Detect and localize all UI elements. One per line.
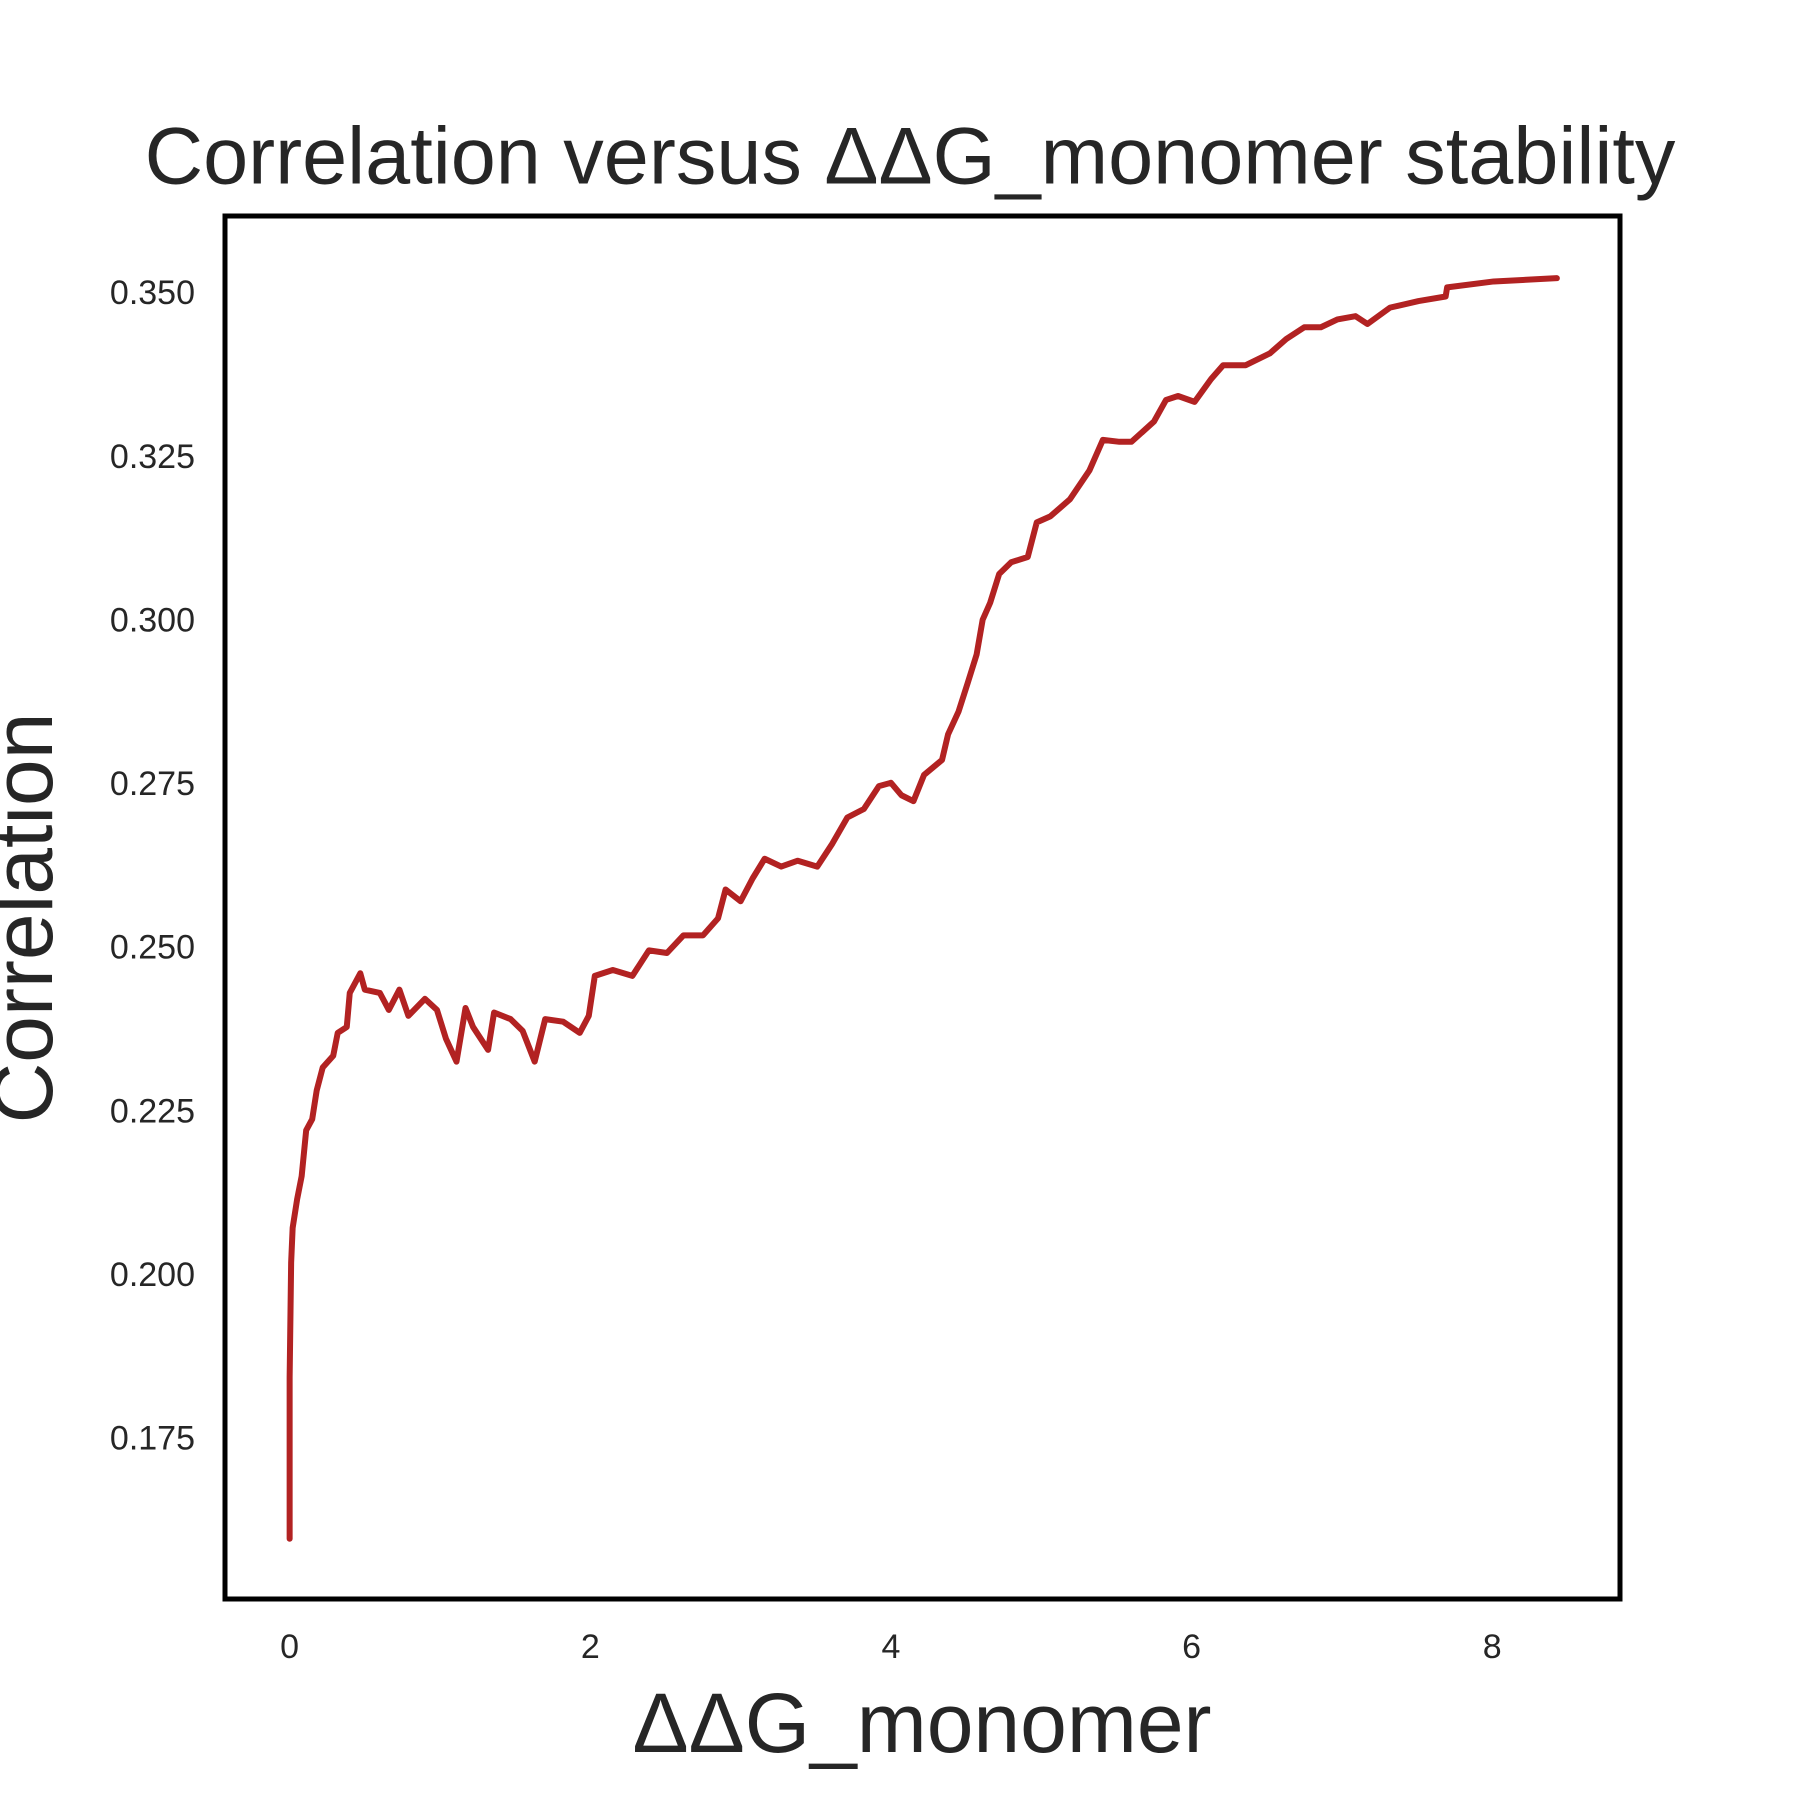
plot-frame [222,213,1623,1602]
x-axis-label: ΔΔG_monomer [632,1676,1211,1770]
chart-title: Correlation versus ΔΔG_monomer stability [145,111,1676,201]
y-tick-label: 0.350 [110,274,195,312]
x-tick-label: 0 [280,1628,299,1666]
y-tick-label: 0.225 [110,1092,195,1130]
y-axis-label: Correlation [0,713,70,1124]
data-line [286,275,1560,1542]
y-tick-label: 0.250 [110,929,195,967]
x-tick-label: 8 [1483,1628,1502,1666]
plot-area: 0 2 4 6 8 0.175 0.200 0.225 0.250 0.275 0.300 0.325… [110,213,1623,1666]
y-tick-label: 0.275 [110,765,195,803]
y-tick-label: 0.325 [110,438,195,476]
x-tick-label: 4 [881,1628,900,1666]
y-tick-label: 0.300 [110,601,195,639]
x-tick-label: 2 [581,1628,600,1666]
x-tick-label: 6 [1182,1628,1201,1666]
y-tick-label: 0.175 [110,1420,195,1458]
y-tick-label: 0.200 [110,1256,195,1294]
